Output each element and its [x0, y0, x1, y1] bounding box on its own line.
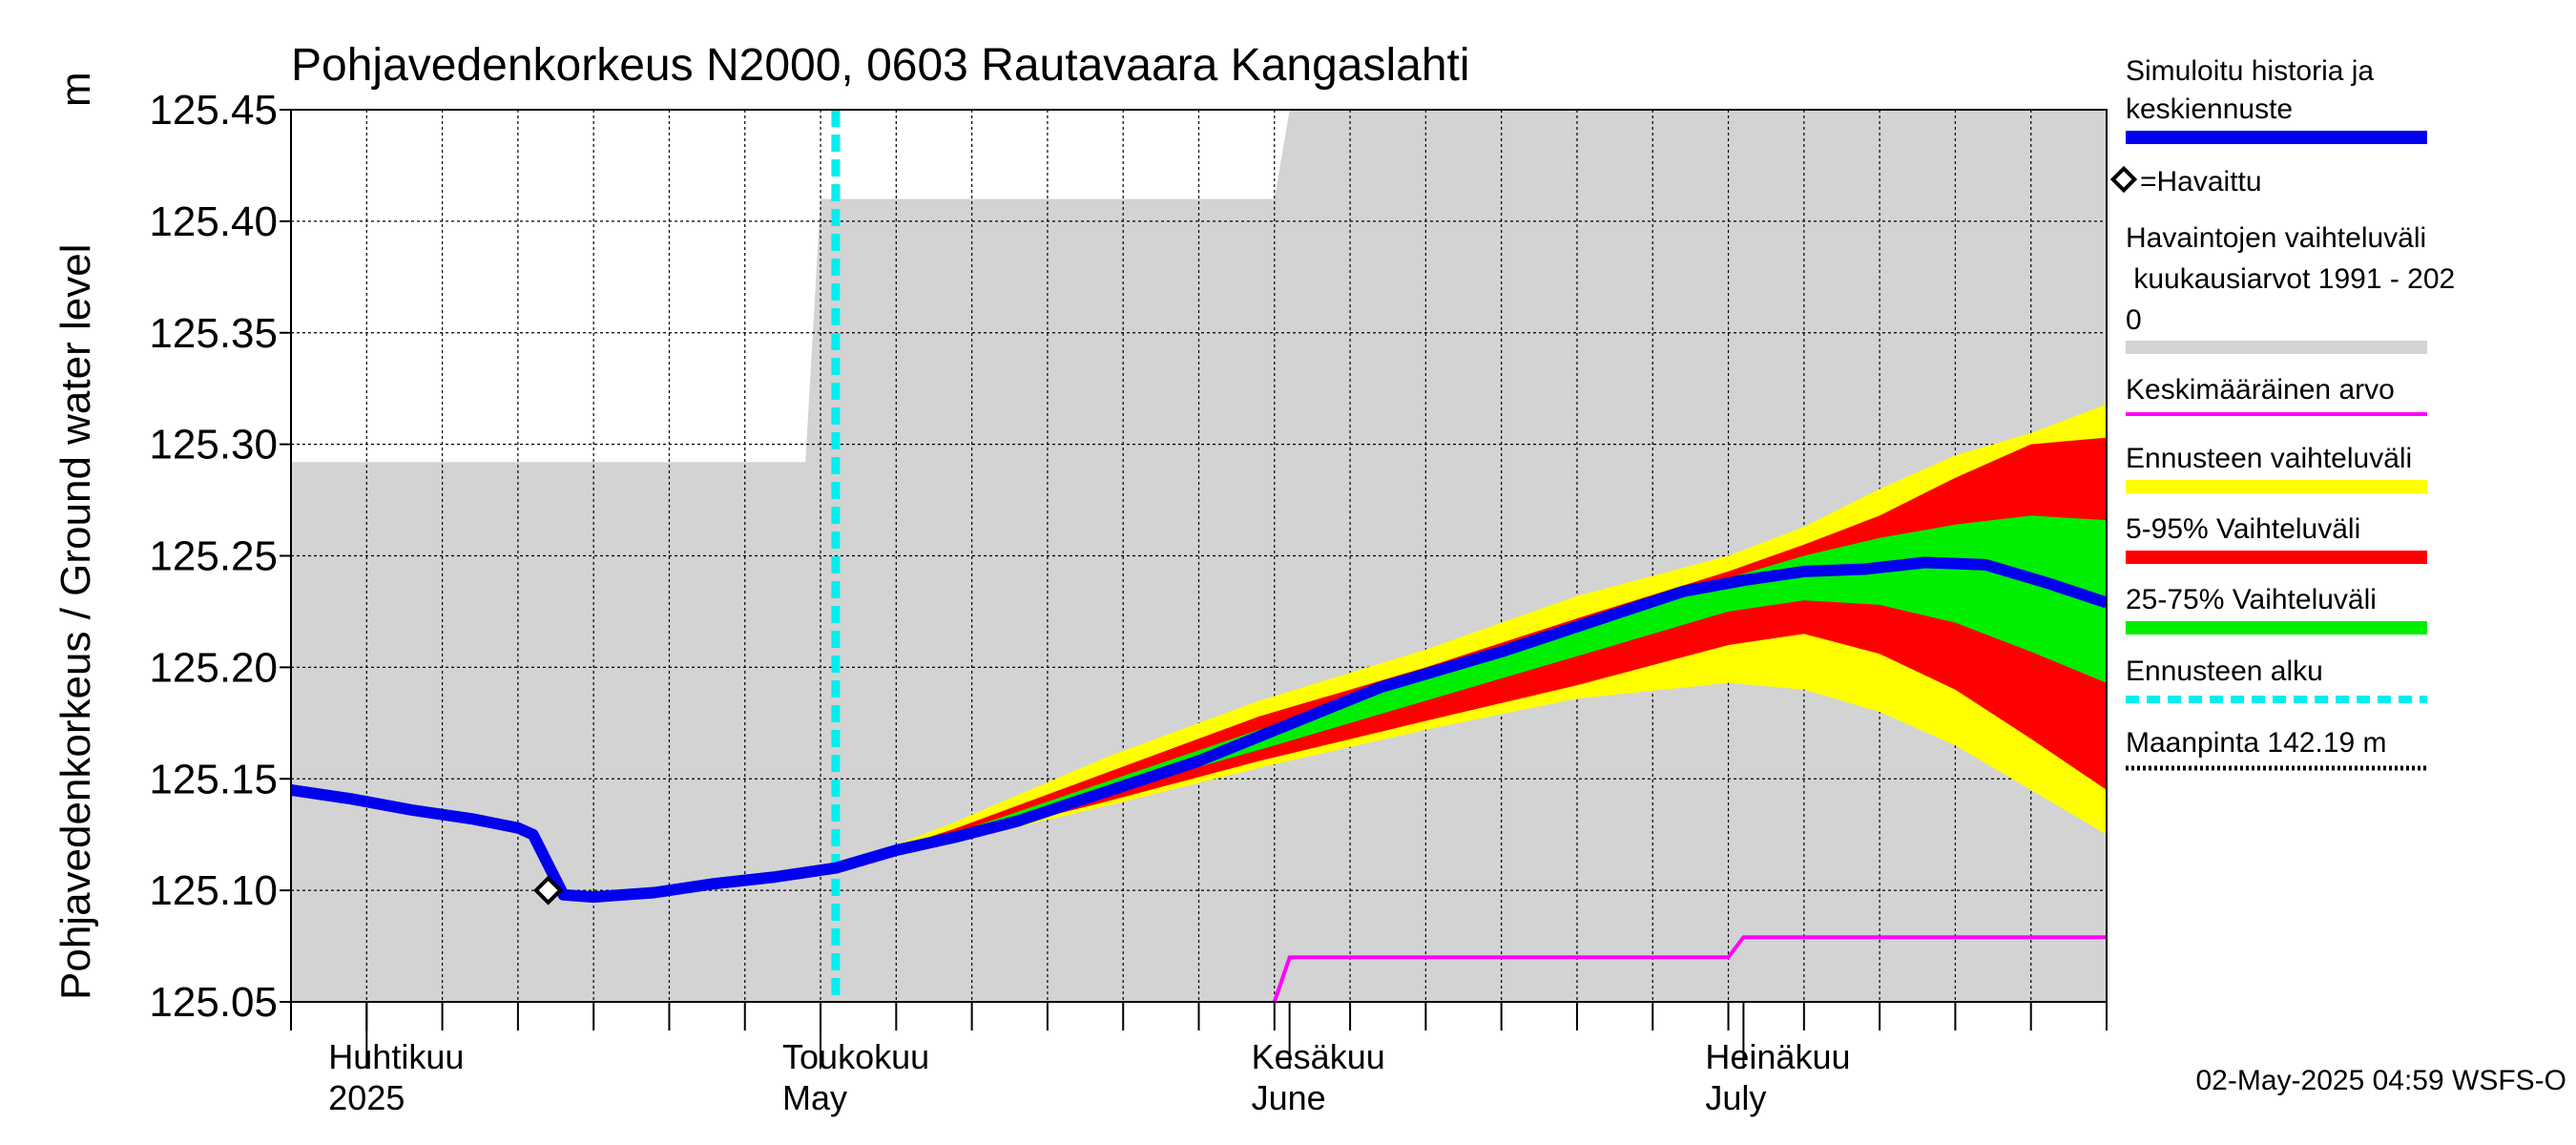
y-tick-label: 125.30 [149, 422, 278, 468]
y-tick-label: 125.20 [149, 644, 278, 691]
observed-point [533, 875, 564, 906]
legend-simulated-swatch [2126, 131, 2427, 144]
x-month-sublabel: June [1252, 1078, 1326, 1117]
x-month-sublabel: 2025 [328, 1078, 405, 1117]
x-month-label: Huhtikuu [328, 1037, 464, 1076]
y-tick-label: 125.15 [149, 756, 278, 802]
legend-simulated-line1: Simuloitu historia ja [2126, 55, 2374, 87]
legend-forecast-range-swatch [2126, 480, 2427, 493]
legend-forecast-range: Ennusteen vaihteluväli [2126, 443, 2412, 474]
timestamp: 02-May-2025 04:59 WSFS-O [2196, 1065, 2567, 1096]
y-tick-label: 125.10 [149, 867, 278, 914]
legend-simulated-line2: keskiennuste [2126, 94, 2293, 125]
forecast-range-band [835, 404, 2107, 868]
p5-95-band [835, 437, 2107, 868]
legend-p25-75: 25-75% Vaihteluväli [2126, 584, 2377, 615]
legend-observed-marker [2109, 165, 2138, 194]
legend-range-swatch [2126, 341, 2427, 354]
y-tick-label: 125.05 [149, 979, 278, 1026]
legend-range-line1: Havaintojen vaihteluväli [2126, 222, 2426, 254]
y-tick-label: 125.40 [149, 198, 278, 245]
simulated-line [291, 556, 2107, 904]
chart-title: Pohjavedenkorkeus N2000, 0603 Rautavaara… [291, 40, 1470, 91]
y-tick-label: 125.45 [149, 87, 278, 134]
x-month-sublabel: May [782, 1078, 847, 1117]
legend-p5-95-swatch [2126, 551, 2427, 564]
legend-p25-75-swatch [2126, 621, 2427, 635]
y-tick-label: 125.35 [149, 310, 278, 357]
plot-clipped-group [291, 110, 2107, 1002]
legend-forecast-start: Ennusteen alku [2126, 656, 2323, 687]
x-month-label: Heinäkuu [1705, 1037, 1850, 1076]
x-month-sublabel: July [1705, 1078, 1766, 1117]
legend-p5-95: 5-95% Vaihteluväli [2126, 513, 2360, 545]
legend-range-line3: 0 [2126, 304, 2142, 336]
y-tick-label: 125.25 [149, 533, 278, 580]
mean-value-line [1272, 935, 2107, 1002]
y-axis-unit: m [52, 72, 99, 107]
x-month-label: Toukokuu [782, 1037, 929, 1076]
y-axis-label: Pohjavedenkorkeus / Ground water level [52, 244, 99, 1000]
plot-area [290, 109, 2108, 1003]
y-axis-ticks: 125.05 125.10 125.15 125.20 125.25 125.30 125.… [149, 87, 291, 1026]
legend: Simuloitu historia ja keskiennuste =Hava… [2109, 55, 2455, 771]
legend-mean-swatch [2126, 412, 2427, 416]
x-month-label: Kesäkuu [1252, 1037, 1385, 1076]
legend-observed: =Havaittu [2140, 166, 2262, 198]
legend-range-line2: kuukausiarvot 1991 - 202 [2126, 263, 2455, 295]
legend-ground: Maanpinta 142.19 m [2126, 727, 2387, 759]
legend-mean: Keskimääräinen arvo [2126, 374, 2395, 406]
